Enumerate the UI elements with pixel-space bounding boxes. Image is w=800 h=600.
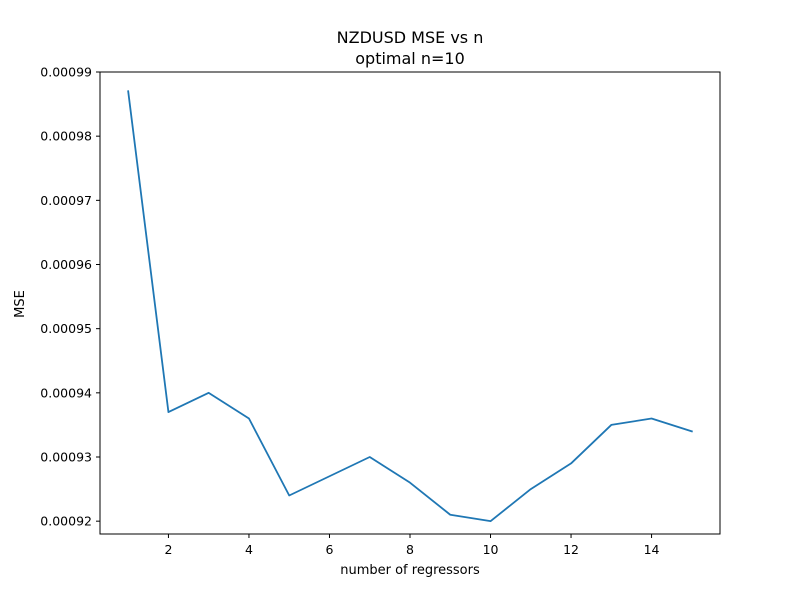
y-tick-label: 0.00098 (40, 129, 92, 144)
x-tick-label: 2 (164, 542, 172, 557)
x-tick-label: 4 (245, 542, 253, 557)
x-tick-label: 10 (483, 542, 499, 557)
x-axis-label: number of regressors (340, 563, 480, 578)
x-tick-label: 8 (406, 542, 414, 557)
chart-subtitle: optimal n=10 (355, 49, 465, 68)
y-tick-label: 0.00095 (40, 321, 92, 336)
x-tick-label: 14 (644, 542, 660, 557)
x-tick-label: 6 (326, 542, 334, 557)
chart-title: NZDUSD MSE vs n (337, 28, 484, 47)
y-tick-label: 0.00092 (40, 514, 92, 529)
y-tick-label: 0.00093 (40, 450, 92, 465)
plot-area: 2 4 6 8 10 12 14 0.00092 0.00093 0.00094 0.00095 0.… (40, 65, 721, 557)
y-axis-label: MSE (13, 290, 28, 318)
y-tick-label: 0.00099 (40, 65, 92, 80)
x-tick-label: 12 (563, 542, 579, 557)
y-tick-label: 0.00097 (40, 193, 92, 208)
series-line (127, 90, 693, 523)
y-tick-label: 0.00096 (40, 257, 92, 272)
y-tick-label: 0.00094 (40, 385, 92, 400)
